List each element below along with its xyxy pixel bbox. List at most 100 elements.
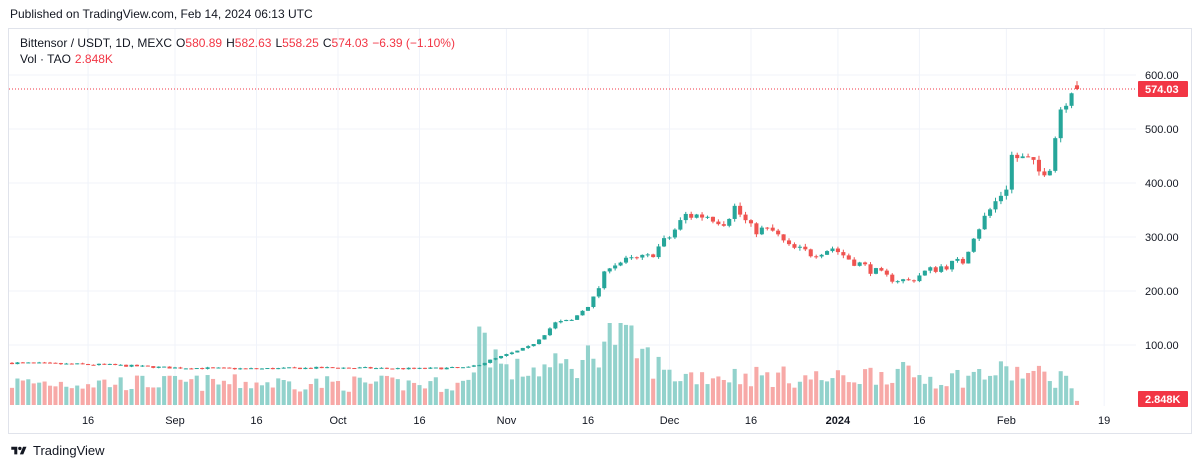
candle-body (390, 368, 395, 370)
candle-body (200, 368, 205, 370)
x-tick-label: Sep (165, 415, 185, 427)
volume-bar (770, 386, 775, 405)
candle-body (433, 367, 438, 369)
candle-body (156, 366, 161, 368)
candle-body (455, 367, 460, 369)
volume-bar (1064, 375, 1069, 405)
candle-body (803, 246, 808, 250)
candle-body (374, 368, 379, 370)
volume-bar (102, 379, 107, 405)
last-volume-badge (1138, 391, 1188, 407)
tradingview-branding[interactable]: TradingView (10, 443, 105, 458)
volume-bar (939, 384, 944, 405)
candle-body (575, 315, 580, 320)
volume-bar (526, 375, 531, 405)
volume-bar (1020, 378, 1025, 405)
volume-bar (80, 388, 85, 405)
volume-bar (211, 378, 216, 405)
candle-body (765, 227, 770, 229)
volume-bar (319, 387, 324, 405)
candle-body (9, 362, 15, 365)
chart-legend: Bittensor / USDT, 1D, MEXC O580.89 H582.63… (20, 35, 459, 67)
y-tick-label: 200.00 (1145, 286, 1179, 298)
low-label: L (275, 36, 283, 50)
candle-body (879, 268, 884, 271)
volume-bar (564, 359, 569, 405)
volume-bar (700, 372, 705, 405)
volume-bar (977, 368, 982, 405)
x-tick-label: 2024 (826, 415, 851, 427)
candle-body (270, 368, 275, 370)
candle-body (346, 367, 351, 369)
candle-body (808, 249, 813, 257)
candle-body (509, 352, 514, 355)
close-value: 574.03 (331, 36, 369, 50)
volume-bar (852, 382, 857, 405)
volume-bar (498, 363, 504, 405)
candle-body (977, 229, 982, 239)
candle-body (602, 271, 607, 289)
candle-body (102, 363, 107, 365)
volume-bar (488, 367, 493, 405)
volume-bar (694, 384, 699, 405)
candle-body (221, 367, 226, 369)
candle-body (564, 319, 569, 322)
candle-body (678, 220, 683, 230)
volume-bar (911, 377, 917, 405)
candle-body (732, 205, 737, 219)
candle-body (1047, 170, 1052, 176)
tradingview-logo-icon (11, 446, 27, 454)
symbol-name[interactable]: Bittensor / USDT, 1D, MEXC (20, 36, 173, 50)
volume-bar (949, 373, 955, 405)
candle-body (922, 270, 927, 276)
volume-bar (966, 375, 971, 405)
candle-body (786, 240, 792, 245)
volume-bar (835, 370, 840, 405)
x-tick-label: Dec (660, 415, 680, 427)
volume-bar (613, 344, 618, 405)
candle-body (189, 368, 194, 370)
volume-bar (1031, 370, 1036, 405)
volume-bar (971, 371, 976, 405)
volume-bar (955, 369, 960, 405)
chart-frame[interactable] (8, 28, 1192, 434)
change-value: −6.39 (−1.10%) (372, 36, 455, 50)
volume-bar (738, 384, 743, 405)
candle-body (69, 363, 74, 365)
candle-body (314, 366, 319, 369)
volume-bar (178, 379, 183, 405)
candle-body (276, 368, 281, 370)
volume-bar (433, 377, 438, 405)
volume-bar (466, 379, 471, 405)
candle-body (395, 368, 400, 370)
candle-body (710, 216, 715, 222)
candle-body (738, 205, 743, 215)
candle-body (683, 213, 688, 221)
candle-body (26, 362, 31, 364)
candle-body (569, 319, 574, 321)
volume-bar (145, 387, 150, 405)
candle-body (183, 368, 188, 370)
candle-body (107, 363, 112, 365)
candle-body (873, 268, 878, 274)
volume-bar (863, 369, 868, 405)
volume-bar (265, 382, 270, 405)
candle-body (830, 248, 835, 252)
candle-body (705, 216, 710, 218)
volume-bar (846, 382, 851, 405)
candle-body (1053, 138, 1058, 171)
volume-bar (656, 356, 661, 405)
candle-body (1015, 154, 1020, 159)
candle-body (906, 279, 911, 281)
volume-bar (401, 390, 406, 405)
candle-body (167, 366, 172, 369)
candle-body (1064, 105, 1069, 110)
volume-value: 2.848K (74, 52, 113, 66)
candle-body (259, 368, 264, 370)
candle-body (265, 368, 270, 370)
candle-body (672, 229, 677, 238)
volume-bar (308, 384, 313, 405)
volume-bar (482, 332, 487, 405)
volume-bar (509, 379, 514, 405)
